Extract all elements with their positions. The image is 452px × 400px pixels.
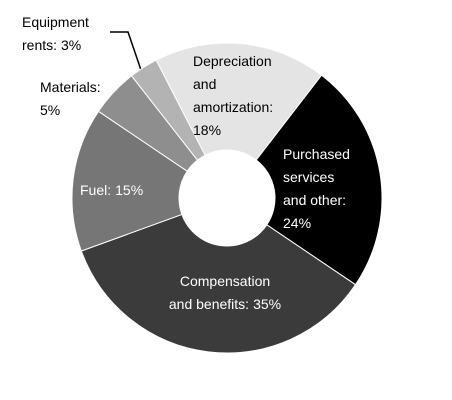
value-label: 18%: [193, 122, 221, 138]
label-line: amortization:: [193, 99, 273, 115]
label-line: Compensation: [180, 273, 270, 289]
label-line: rents:: [22, 37, 57, 53]
label-line: Equipment: [22, 14, 89, 30]
value-label: 5%: [40, 102, 60, 118]
label-line: and other:: [283, 192, 346, 208]
segment-label: Purchased services and other: 24%: [283, 146, 350, 231]
value-label: 24%: [283, 215, 311, 231]
value-label: 15%: [115, 182, 143, 198]
segment-label: Fuel: 15%: [80, 182, 143, 198]
label-line: and benefits:: [169, 296, 249, 312]
donut-segment: [130, 59, 206, 161]
label-line: services: [283, 169, 334, 185]
value-label: 35%: [253, 296, 281, 312]
leader-line: [110, 31, 142, 71]
donut-segment: [155, 42, 323, 161]
label-line: and: [193, 76, 216, 92]
segment-label: Compensation and benefits: 35%: [169, 273, 281, 312]
label-line: Purchased: [283, 146, 350, 162]
donut-segment: [255, 74, 383, 286]
label-line: Materials:: [40, 79, 101, 95]
label-line: Fuel:: [80, 182, 111, 198]
label-line: Depreciation: [193, 53, 272, 69]
value-label: 3%: [61, 37, 81, 53]
segment-label: Depreciation and amortization: 18%: [193, 53, 273, 138]
donut-segment: [71, 110, 188, 252]
donut-segment: [80, 213, 357, 354]
segment-label: Materials: 5%: [40, 79, 101, 118]
segment-label: Equipment rents: 3%: [22, 14, 89, 53]
